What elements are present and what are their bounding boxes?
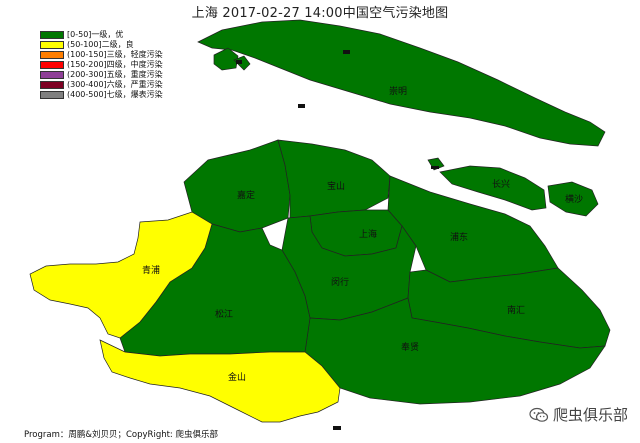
- label-nanhui: 南汇: [507, 304, 525, 316]
- station-marker: [431, 166, 439, 169]
- station-marker: [298, 104, 305, 108]
- legend-swatch: [40, 51, 64, 59]
- legend-label: (300-400]六级，严重污染: [67, 80, 163, 89]
- district-qingpu: [29, 211, 213, 339]
- legend-label: (50-100]二级，良: [67, 40, 134, 49]
- label-hengsha: 横沙: [565, 193, 583, 205]
- program-credit: Program：周鹏&刘贝贝；CopyRight: 爬虫俱乐部: [24, 430, 219, 440]
- watermark-text: 爬虫俱乐部: [552, 406, 628, 424]
- label-shanghai-city: 上海: [359, 228, 377, 240]
- legend-label: (150-200]四级，中度污染: [67, 60, 163, 69]
- watermark: 爬虫俱乐部: [529, 404, 628, 425]
- label-baoshan: 宝山: [327, 180, 345, 192]
- legend-label: [0-50]一级，优: [67, 30, 124, 39]
- label-qingpu: 青浦: [142, 264, 160, 276]
- label-pudong: 浦东: [450, 231, 468, 243]
- label-fengxian: 奉贤: [401, 341, 419, 353]
- legend-label: (400-500]七级，爆表污染: [67, 90, 163, 99]
- label-chongming: 崇明: [389, 86, 407, 97]
- district-fengxian: [304, 297, 606, 405]
- legend-swatch: [40, 71, 64, 79]
- district-islet-1: [213, 47, 239, 71]
- legend-item: (300-400]六级，严重污染: [40, 80, 163, 90]
- legend-item: (400-500]七级，爆表污染: [40, 90, 163, 100]
- legend-swatch: [40, 61, 64, 69]
- label-minhang: 闵行: [331, 276, 349, 288]
- map-title: 上海 2017-02-27 14:00中国空气污染地图: [191, 6, 449, 21]
- legend-item: (200-300]五级，重度污染: [40, 70, 163, 80]
- station-marker: [333, 426, 341, 430]
- legend-swatch: [40, 91, 64, 99]
- district-hengsha: [547, 181, 599, 217]
- label-jiading: 嘉定: [237, 189, 255, 201]
- label-changxing: 长兴: [492, 178, 510, 190]
- legend-label: (100-150]三级，轻度污染: [67, 50, 163, 59]
- legend-swatch: [40, 81, 64, 89]
- district-baoshan: [277, 139, 391, 219]
- legend: [0-50]一级，优 (50-100]二级，良 (100-150]三级，轻度污染…: [40, 30, 163, 100]
- station-markers: [236, 50, 439, 430]
- district-labels: 崇明 长兴 横沙 宝山 嘉定 上海 浦东 青浦 闵行 松江 南汇 奉贤 金山: [142, 86, 583, 383]
- legend-item: [0-50]一级，优: [40, 30, 163, 40]
- district-jinshan: [99, 339, 341, 423]
- legend-swatch: [40, 31, 64, 39]
- station-marker: [236, 60, 242, 64]
- legend-item: (150-200]四级，中度污染: [40, 60, 163, 70]
- legend-swatch: [40, 41, 64, 49]
- legend-item: (50-100]二级，良: [40, 40, 163, 50]
- label-jinshan: 金山: [228, 371, 246, 383]
- legend-item: (100-150]三级，轻度污染: [40, 50, 163, 60]
- district-changxing: [439, 165, 547, 211]
- label-songjiang: 松江: [215, 308, 233, 320]
- legend-label: (200-300]五级，重度污染: [67, 70, 163, 79]
- station-marker: [343, 50, 350, 54]
- district-chongming: [197, 19, 606, 147]
- wechat-icon: [529, 407, 549, 422]
